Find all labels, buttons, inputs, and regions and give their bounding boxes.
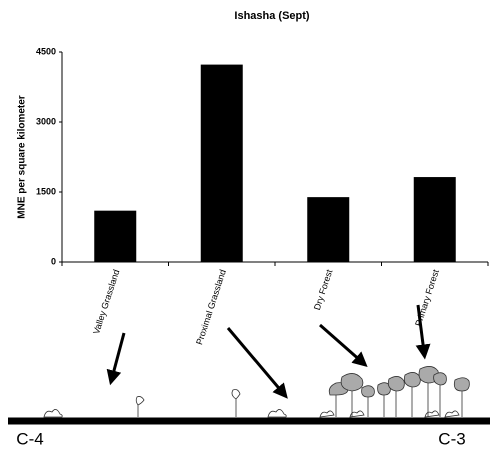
x-tick-label: Valley Grassland	[91, 268, 121, 335]
annotation: C-4	[16, 429, 43, 448]
y-axis-label: MNE per square kilometer	[17, 95, 28, 218]
annotation: C-3	[438, 429, 465, 448]
y-tick-label: 0	[51, 256, 56, 266]
x-tick-label: Primary Forest	[413, 268, 441, 328]
y-tick-label: 1500	[36, 186, 56, 196]
x-tick-label: Proximal Grassland	[194, 268, 228, 346]
bar	[307, 197, 350, 262]
illustration	[8, 304, 490, 425]
chart-title: Ishasha (Sept)	[234, 10, 310, 22]
y-tick-label: 3000	[36, 116, 56, 126]
bar	[413, 177, 456, 262]
bar	[200, 64, 243, 262]
y-tick-label: 4500	[36, 46, 56, 56]
bar	[94, 210, 137, 262]
x-tick-label: Dry Forest	[312, 268, 335, 312]
